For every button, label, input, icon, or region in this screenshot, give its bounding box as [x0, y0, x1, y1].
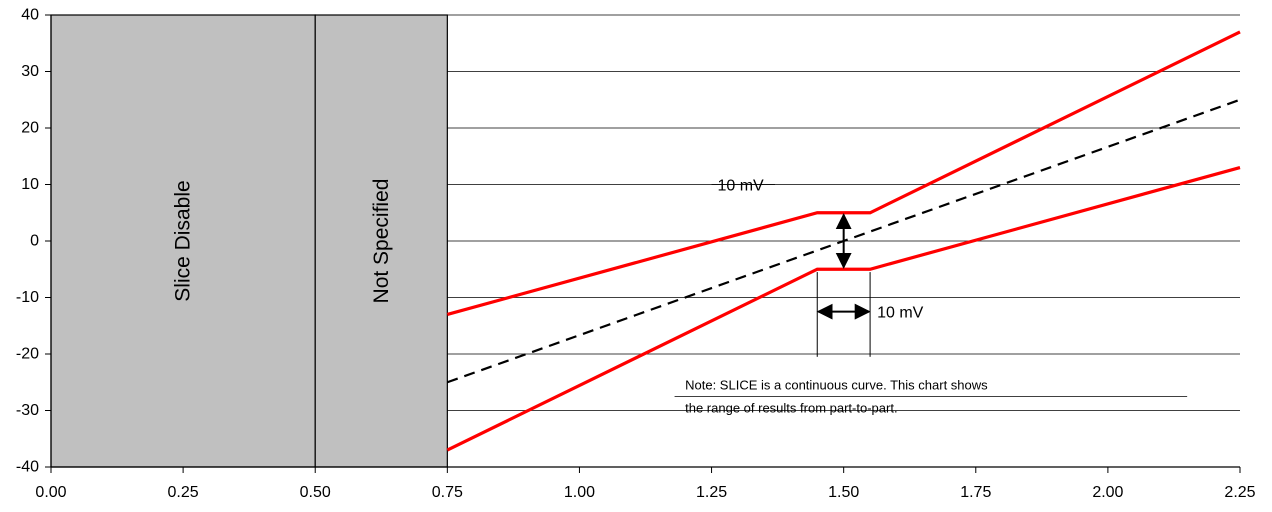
- series-line-1: [446, 30, 1241, 316]
- horizontal-arrow-label: 10 mV: [877, 305, 924, 322]
- y-tick-label: 20: [21, 120, 39, 137]
- y-tick-label: -30: [16, 402, 39, 419]
- x-tick-label: 2.00: [1092, 484, 1123, 501]
- y-tick-label: 0: [30, 233, 39, 250]
- axes: 40 30 20 10 0 -10 -20 -30 -40 0.00 0.25 0.50 0.75 1.0…: [16, 7, 1256, 502]
- x-tick-label: 1.50: [828, 484, 859, 501]
- x-tick-label: 0.25: [168, 484, 199, 501]
- region-2: [314, 14, 448, 468]
- region-label-1: Slice Disable: [172, 180, 195, 301]
- note-line-1: Note: SLICE is a continuous curve. This …: [685, 377, 988, 392]
- y-tick-label: -10: [16, 289, 39, 306]
- y-tick-label: -40: [16, 459, 39, 476]
- x-tick-label: 1.75: [960, 484, 991, 501]
- series-line-3: [446, 166, 1241, 452]
- region-1: [50, 14, 316, 468]
- y-tick-label: 30: [21, 63, 39, 80]
- vertical-arrow-label: 10 mV: [717, 178, 764, 195]
- annotations: [674, 184, 1188, 397]
- x-tick-label: 1.25: [696, 484, 727, 501]
- y-tick-label: 40: [21, 7, 39, 24]
- x-tick-label: 1.00: [564, 484, 595, 501]
- x-tick-label: 0.75: [432, 484, 463, 501]
- x-tick-label: 0.00: [35, 484, 66, 501]
- y-tick-label: -20: [16, 346, 39, 363]
- y-tick-label: 10: [21, 176, 39, 193]
- x-tick-label: 2.25: [1224, 484, 1255, 501]
- region-label-2: Not Specified: [370, 179, 393, 304]
- shaded-regions: Slice Disable Not Specified: [50, 14, 448, 468]
- x-tick-label: 0.50: [300, 484, 331, 501]
- note-line-2: the range of results from part-to-part.: [685, 400, 897, 415]
